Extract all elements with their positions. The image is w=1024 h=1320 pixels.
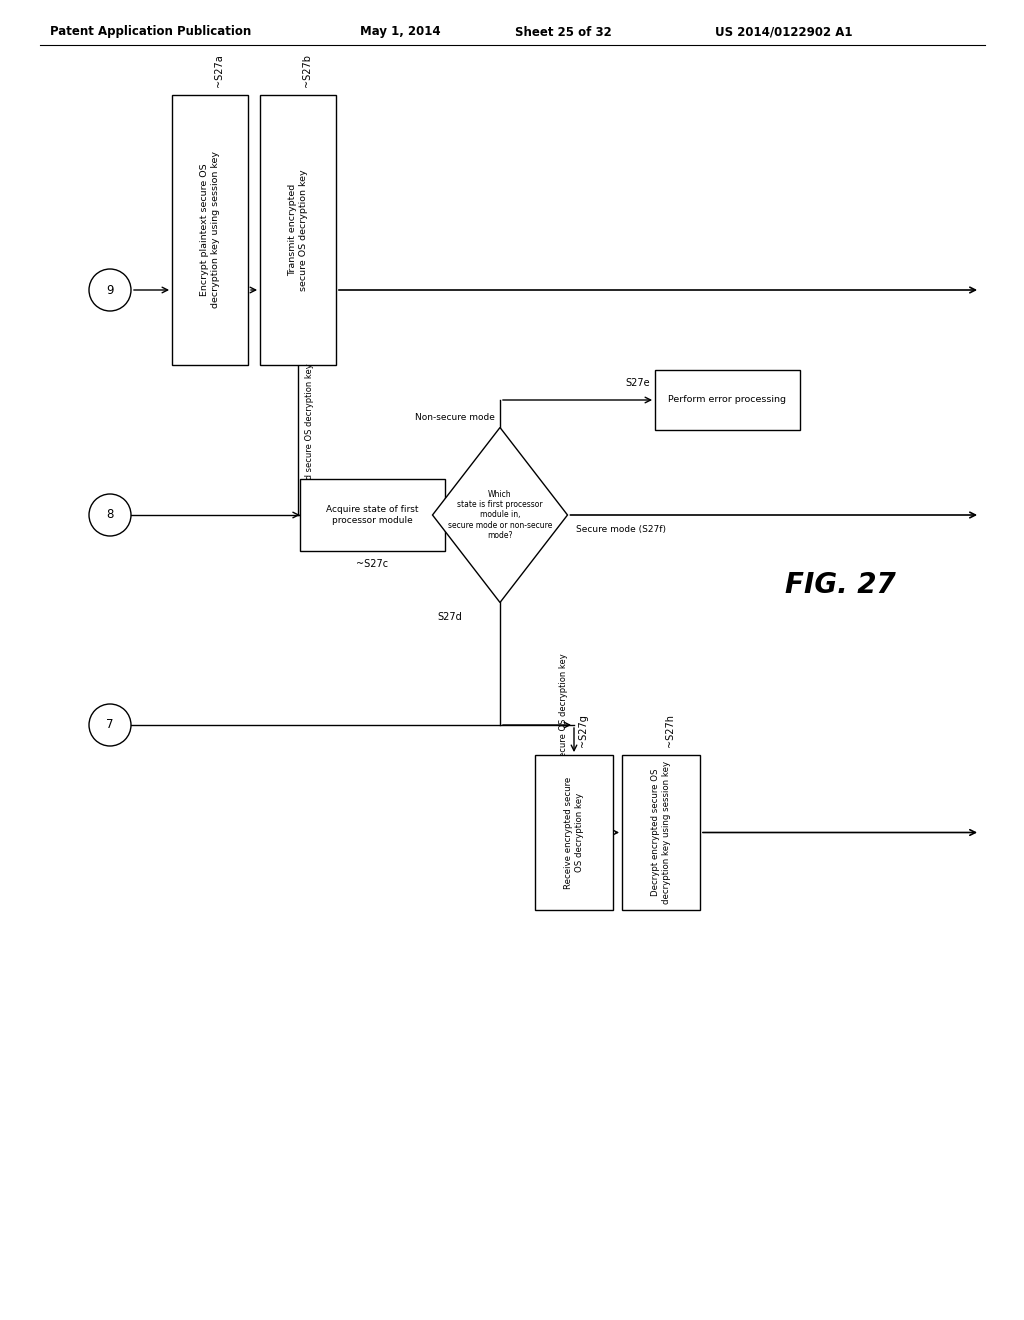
Text: Acquire state of first
processor module: Acquire state of first processor module xyxy=(327,506,419,524)
Text: May 1, 2014: May 1, 2014 xyxy=(360,25,440,38)
Text: Encrypted secure OS decryption key: Encrypted secure OS decryption key xyxy=(305,363,314,517)
Text: 7: 7 xyxy=(106,718,114,731)
Circle shape xyxy=(89,704,131,746)
Text: Encrypt plaintext secure OS
decryption key using session key: Encrypt plaintext secure OS decryption k… xyxy=(201,152,220,309)
FancyBboxPatch shape xyxy=(622,755,700,909)
FancyBboxPatch shape xyxy=(260,95,336,366)
Text: Decrypt encrypted secure OS
decryption key using session key: Decrypt encrypted secure OS decryption k… xyxy=(651,760,671,904)
FancyBboxPatch shape xyxy=(172,95,248,366)
Text: ~S27b: ~S27b xyxy=(302,54,312,87)
Text: US 2014/0122902 A1: US 2014/0122902 A1 xyxy=(715,25,853,38)
FancyBboxPatch shape xyxy=(535,755,613,909)
Polygon shape xyxy=(432,428,567,602)
Text: ~S27c: ~S27c xyxy=(356,558,388,569)
Circle shape xyxy=(89,269,131,312)
Text: 9: 9 xyxy=(106,284,114,297)
Text: 8: 8 xyxy=(106,508,114,521)
Text: ~S27g: ~S27g xyxy=(578,714,588,747)
Text: Sheet 25 of 32: Sheet 25 of 32 xyxy=(515,25,611,38)
Text: Secure mode (S27f): Secure mode (S27f) xyxy=(575,525,666,535)
Text: ~S27a: ~S27a xyxy=(214,54,224,87)
Text: Receive encrypted secure
OS decryption key: Receive encrypted secure OS decryption k… xyxy=(564,776,584,888)
Text: Which
state is first processor
module in,
secure mode or non-secure
mode?: Which state is first processor module in… xyxy=(447,490,552,540)
Text: Perform error processing: Perform error processing xyxy=(669,396,786,404)
Circle shape xyxy=(89,494,131,536)
Text: S27e: S27e xyxy=(626,378,650,388)
Text: S27d: S27d xyxy=(437,612,462,623)
Text: FIG. 27: FIG. 27 xyxy=(785,572,896,599)
FancyBboxPatch shape xyxy=(300,479,445,550)
Text: Encrypted secure OS decryption key: Encrypted secure OS decryption key xyxy=(559,653,568,807)
Text: Patent Application Publication: Patent Application Publication xyxy=(50,25,251,38)
FancyBboxPatch shape xyxy=(655,370,800,430)
Text: ~S27h: ~S27h xyxy=(665,714,675,747)
Text: Transmit encrypted
secure OS decryption key: Transmit encrypted secure OS decryption … xyxy=(289,169,307,290)
Text: Non-secure mode: Non-secure mode xyxy=(415,413,495,422)
